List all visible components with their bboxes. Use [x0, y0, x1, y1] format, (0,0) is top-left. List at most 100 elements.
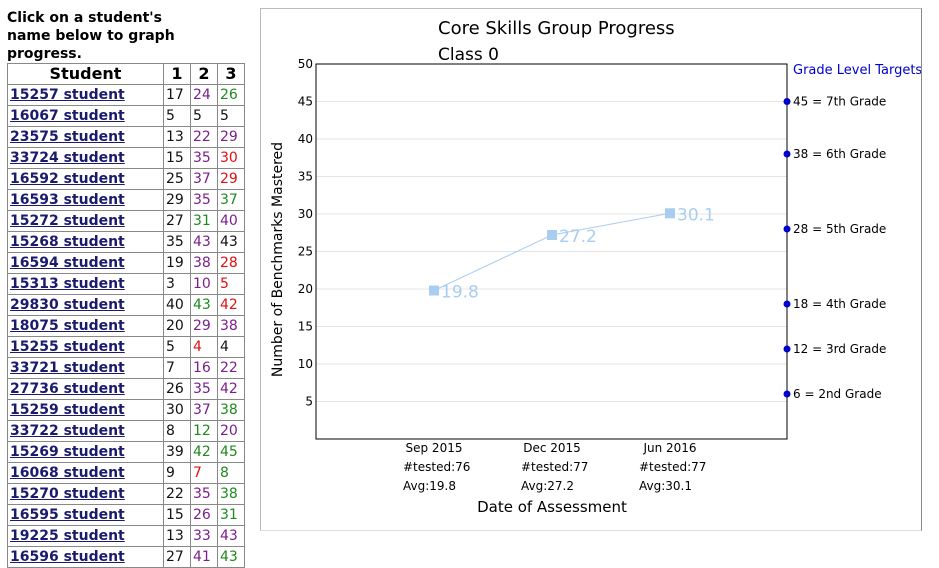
- student-name-cell: 16067 student: [7, 105, 164, 127]
- score-cell-2: 33: [190, 525, 218, 547]
- target-marker: [783, 390, 791, 398]
- score-cell-1: 35: [163, 231, 191, 253]
- score-cell-1: 13: [163, 525, 191, 547]
- student-link[interactable]: 18075 student: [10, 318, 125, 334]
- targets-title: Grade Level Targets: [793, 63, 921, 78]
- student-link[interactable]: 16068 student: [10, 465, 125, 481]
- chart-title: Core Skills Group Progress: [438, 18, 675, 39]
- table-row: 33724 student 15 35 30: [7, 147, 245, 169]
- target-label: 38 = 6th Grade: [793, 147, 886, 161]
- student-link[interactable]: 29830 student: [10, 297, 125, 313]
- data-value-label: 27.2: [559, 227, 597, 247]
- score-cell-1: 15: [163, 147, 191, 169]
- student-link[interactable]: 16593 student: [10, 192, 125, 208]
- score-cell-2: 4: [190, 336, 218, 358]
- score-cell-3: 26: [217, 84, 245, 106]
- target-label: 28 = 5th Grade: [793, 222, 886, 236]
- score-cell-3: 29: [217, 168, 245, 190]
- student-link[interactable]: 16596 student: [10, 549, 125, 565]
- score-cell-3: 5: [217, 273, 245, 295]
- student-link[interactable]: 16594 student: [10, 255, 125, 271]
- table-row: 19225 student 13 33 43: [7, 525, 245, 547]
- score-cell-2: 37: [190, 399, 218, 421]
- student-link[interactable]: 16592 student: [10, 171, 125, 187]
- student-link[interactable]: 16595 student: [10, 507, 125, 523]
- student-link[interactable]: 19225 student: [10, 528, 125, 544]
- table-row: 29830 student 40 43 42: [7, 294, 245, 316]
- student-link[interactable]: 27736 student: [10, 381, 125, 397]
- score-cell-1: 5: [163, 105, 191, 127]
- score-cell-2: 7: [190, 462, 218, 484]
- score-cell-2: 16: [190, 357, 218, 379]
- student-name-cell: 15272 student: [7, 210, 164, 232]
- score-cell-1: 25: [163, 168, 191, 190]
- table-row: 15255 student 5 4 4: [7, 336, 245, 358]
- student-link[interactable]: 33721 student: [10, 360, 125, 376]
- y-tick-label: 20: [298, 282, 313, 296]
- score-cell-3: 42: [217, 378, 245, 400]
- target-marker: [783, 98, 791, 105]
- tested-count-label: #tested:77: [639, 460, 706, 474]
- score-cell-3: 37: [217, 189, 245, 211]
- tested-count-label: #tested:76: [403, 460, 470, 474]
- score-cell-2: 10: [190, 273, 218, 295]
- student-link[interactable]: 33722 student: [10, 423, 125, 439]
- student-link[interactable]: 15269 student: [10, 444, 125, 460]
- table-row: 16068 student 9 7 8: [7, 462, 245, 484]
- student-link[interactable]: 15270 student: [10, 486, 125, 502]
- table-row: 16595 student 15 26 31: [7, 504, 245, 526]
- x-tick-label: Dec 2015: [523, 441, 581, 455]
- score-cell-3: 30: [217, 147, 245, 169]
- table-row: 33722 student 8 12 20: [7, 420, 245, 442]
- table-row: 16594 student 19 38 28: [7, 252, 245, 274]
- table-row: 16596 student 27 41 43: [7, 546, 245, 568]
- average-label: Avg:30.1: [639, 479, 692, 493]
- student-table: Student 1 2 3 15257 student 17 24 26 16067 s…: [7, 63, 245, 568]
- score-cell-1: 29: [163, 189, 191, 211]
- student-link[interactable]: 15259 student: [10, 402, 125, 418]
- score-cell-2: 24: [190, 84, 218, 106]
- score-cell-1: 20: [163, 315, 191, 337]
- score-cell-2: 26: [190, 504, 218, 526]
- score-cell-2: 31: [190, 210, 218, 232]
- table-row: 15268 student 35 43 43: [7, 231, 245, 253]
- x-axis-label: Date of Assessment: [477, 498, 627, 516]
- student-name-cell: 33724 student: [7, 147, 164, 169]
- score-cell-2: 35: [190, 147, 218, 169]
- student-link[interactable]: 15255 student: [10, 339, 125, 355]
- table-row: 23575 student 13 22 29: [7, 126, 245, 148]
- progress-chart: Core Skills Group Progress Class 0 5 10 15…: [270, 18, 921, 516]
- score-cell-1: 15: [163, 504, 191, 526]
- target-label: 18 = 4th Grade: [793, 297, 886, 311]
- score-cell-3: 4: [217, 336, 245, 358]
- student-name-cell: 16594 student: [7, 252, 164, 274]
- student-name-cell: 15269 student: [7, 441, 164, 463]
- student-link[interactable]: 15268 student: [10, 234, 125, 250]
- student-name-cell: 16596 student: [7, 546, 164, 568]
- score-cell-2: 41: [190, 546, 218, 568]
- score-cell-2: 35: [190, 378, 218, 400]
- score-cell-3: 38: [217, 315, 245, 337]
- student-link[interactable]: 23575 student: [10, 129, 125, 145]
- student-link[interactable]: 15313 student: [10, 276, 125, 292]
- student-link[interactable]: 15272 student: [10, 213, 125, 229]
- student-link[interactable]: 33724 student: [10, 150, 125, 166]
- table-row: 18075 student 20 29 38: [7, 315, 245, 337]
- student-link[interactable]: 15257 student: [10, 87, 125, 103]
- score-cell-2: 43: [190, 231, 218, 253]
- student-name-cell: 18075 student: [7, 315, 164, 337]
- score-cell-1: 3: [163, 273, 191, 295]
- data-point: [429, 285, 439, 296]
- y-axis-label: Number of Benchmarks Mastered: [270, 142, 286, 377]
- target-label: 12 = 3rd Grade: [793, 342, 886, 356]
- score-cell-3: 28: [217, 252, 245, 274]
- score-cell-1: 30: [163, 399, 191, 421]
- score-cell-2: 35: [190, 483, 218, 505]
- table-row: 15313 student 3 10 5: [7, 273, 245, 295]
- score-cell-3: 8: [217, 462, 245, 484]
- header-assessment-2: 2: [190, 63, 218, 85]
- student-link[interactable]: 16067 student: [10, 108, 125, 124]
- score-cell-2: 43: [190, 294, 218, 316]
- student-rows: 15257 student 17 24 26 16067 student 5 5 5 23575…: [7, 84, 245, 568]
- score-cell-2: 5: [190, 105, 218, 127]
